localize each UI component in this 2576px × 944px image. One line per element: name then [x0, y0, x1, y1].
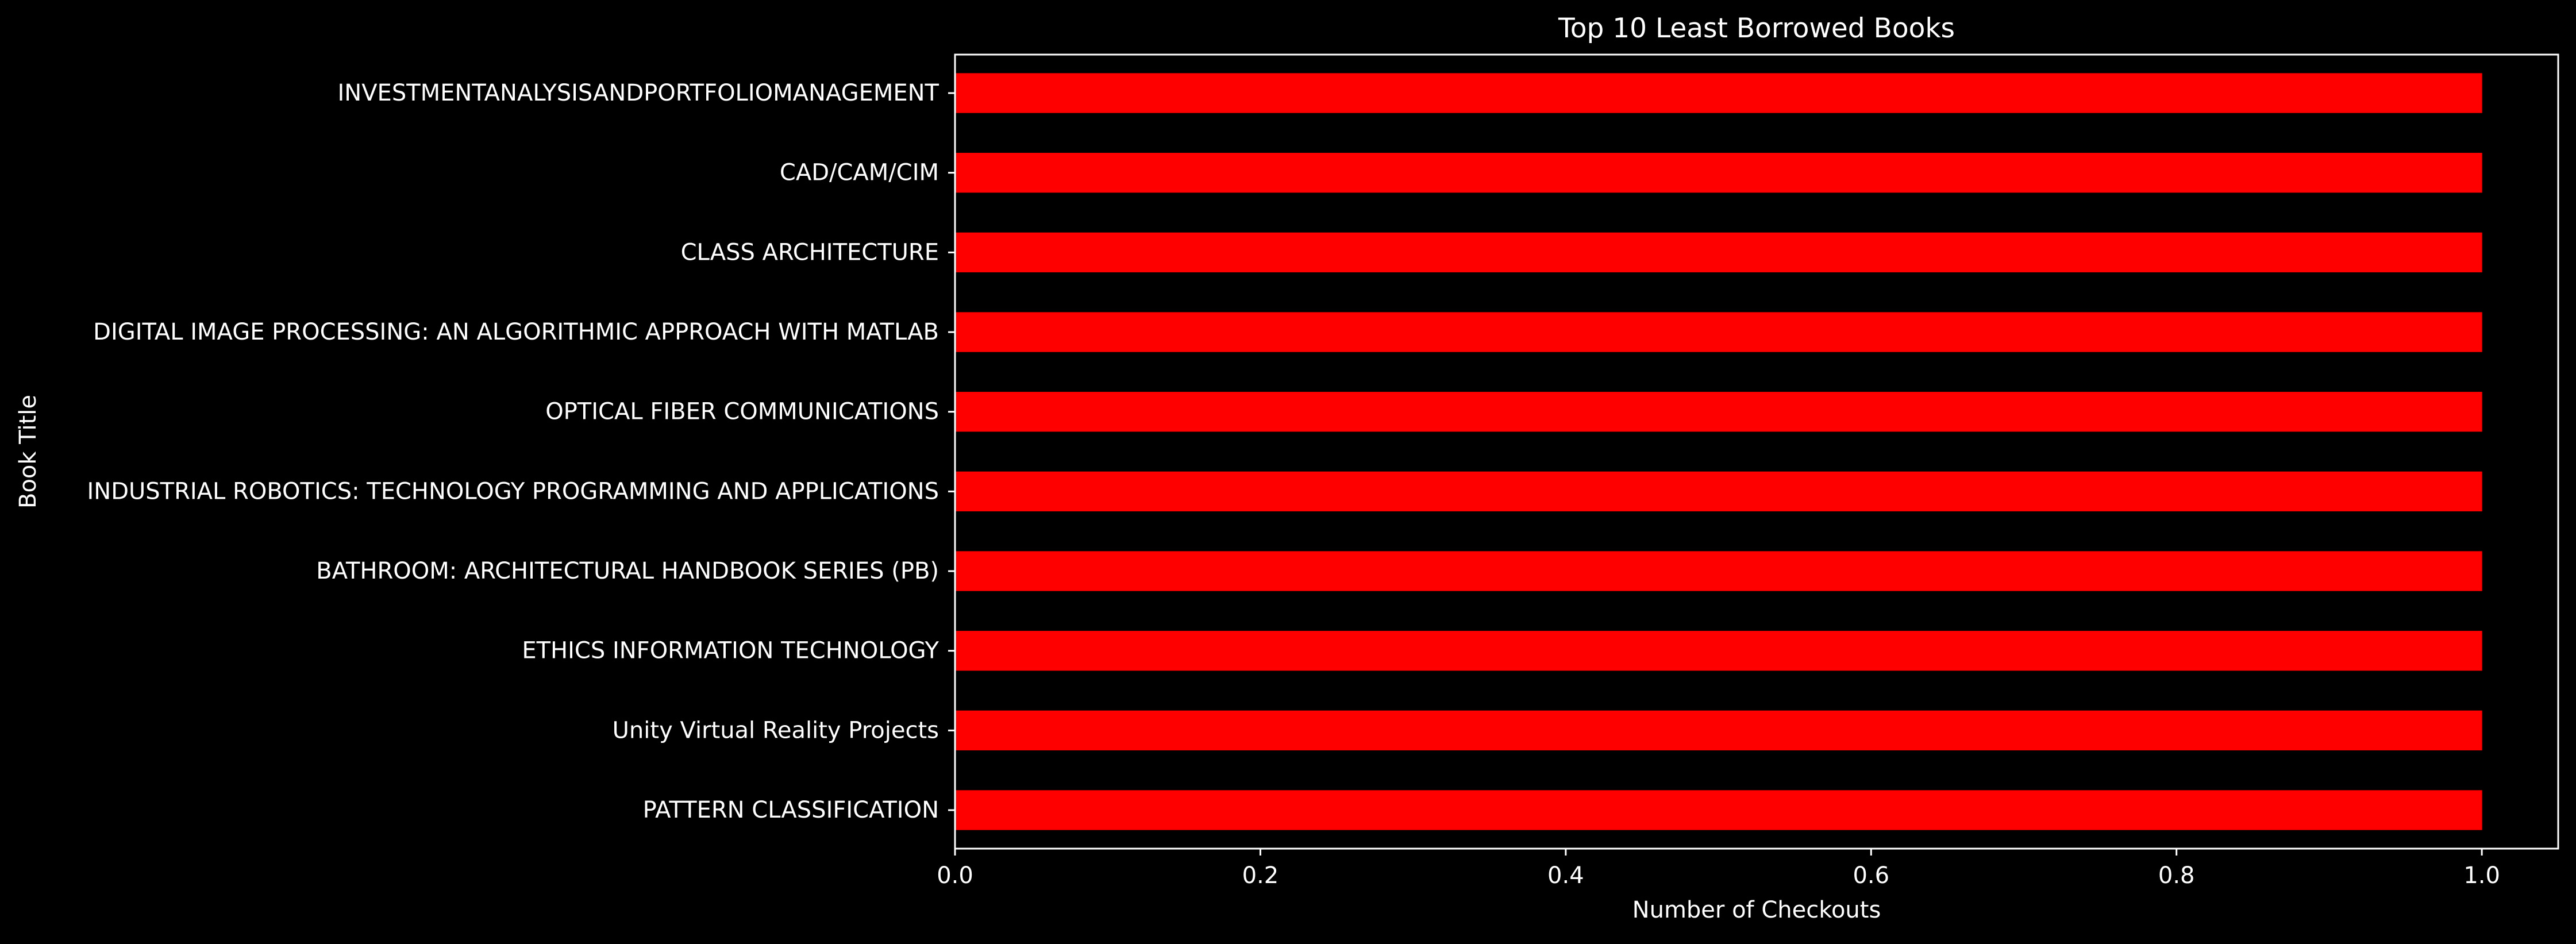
- bars-group: [955, 73, 2482, 830]
- x-tick-label: 0.6: [1853, 862, 1889, 889]
- x-tick-label: 1.0: [2463, 862, 2500, 889]
- bar: [955, 631, 2482, 671]
- bar: [955, 312, 2482, 352]
- x-tick-label: 0.0: [937, 862, 973, 889]
- bar: [955, 790, 2482, 830]
- bar: [955, 710, 2482, 750]
- bar: [955, 232, 2482, 272]
- y-tick-label: ETHICS INFORMATION TECHNOLOGY: [522, 638, 939, 664]
- x-tick-label: 0.8: [2158, 862, 2195, 889]
- y-tick-label: CLASS ARCHITECTURE: [681, 239, 939, 265]
- bar: [955, 551, 2482, 591]
- y-tick-label: DIGITAL IMAGE PROCESSING: AN ALGORITHMIC…: [93, 319, 939, 345]
- bar: [955, 392, 2482, 432]
- y-tick-label: INDUSTRIAL ROBOTICS: TECHNOLOGY PROGRAMM…: [87, 478, 939, 504]
- x-axis-label: Number of Checkouts: [1632, 897, 1881, 923]
- y-tick-label: PATTERN CLASSIFICATION: [643, 797, 939, 823]
- bar: [955, 153, 2482, 193]
- y-tick-label: Unity Virtual Reality Projects: [613, 717, 939, 743]
- bar: [955, 471, 2482, 511]
- axes-frame: [954, 53, 2559, 850]
- chart-title: Top 10 Least Borrowed Books: [1558, 13, 1955, 44]
- y-tick-label: OPTICAL FIBER COMMUNICATIONS: [545, 399, 939, 425]
- x-tick-label: 0.4: [1547, 862, 1584, 889]
- x-tick-label: 0.2: [1242, 862, 1279, 889]
- y-tick-label: INVESTMENTANALYSISANDPORTFOLIOMANAGEMENT: [337, 80, 939, 106]
- y-tick-label: CAD/CAM/CIM: [780, 160, 939, 186]
- ticks-group: INVESTMENTANALYSISANDPORTFOLIOMANAGEMENT…: [87, 80, 2500, 889]
- y-axis-label: Book Title: [15, 395, 41, 508]
- bar: [955, 73, 2482, 113]
- y-tick-label: BATHROOM: ARCHITECTURAL HANDBOOK SERIES …: [316, 558, 939, 584]
